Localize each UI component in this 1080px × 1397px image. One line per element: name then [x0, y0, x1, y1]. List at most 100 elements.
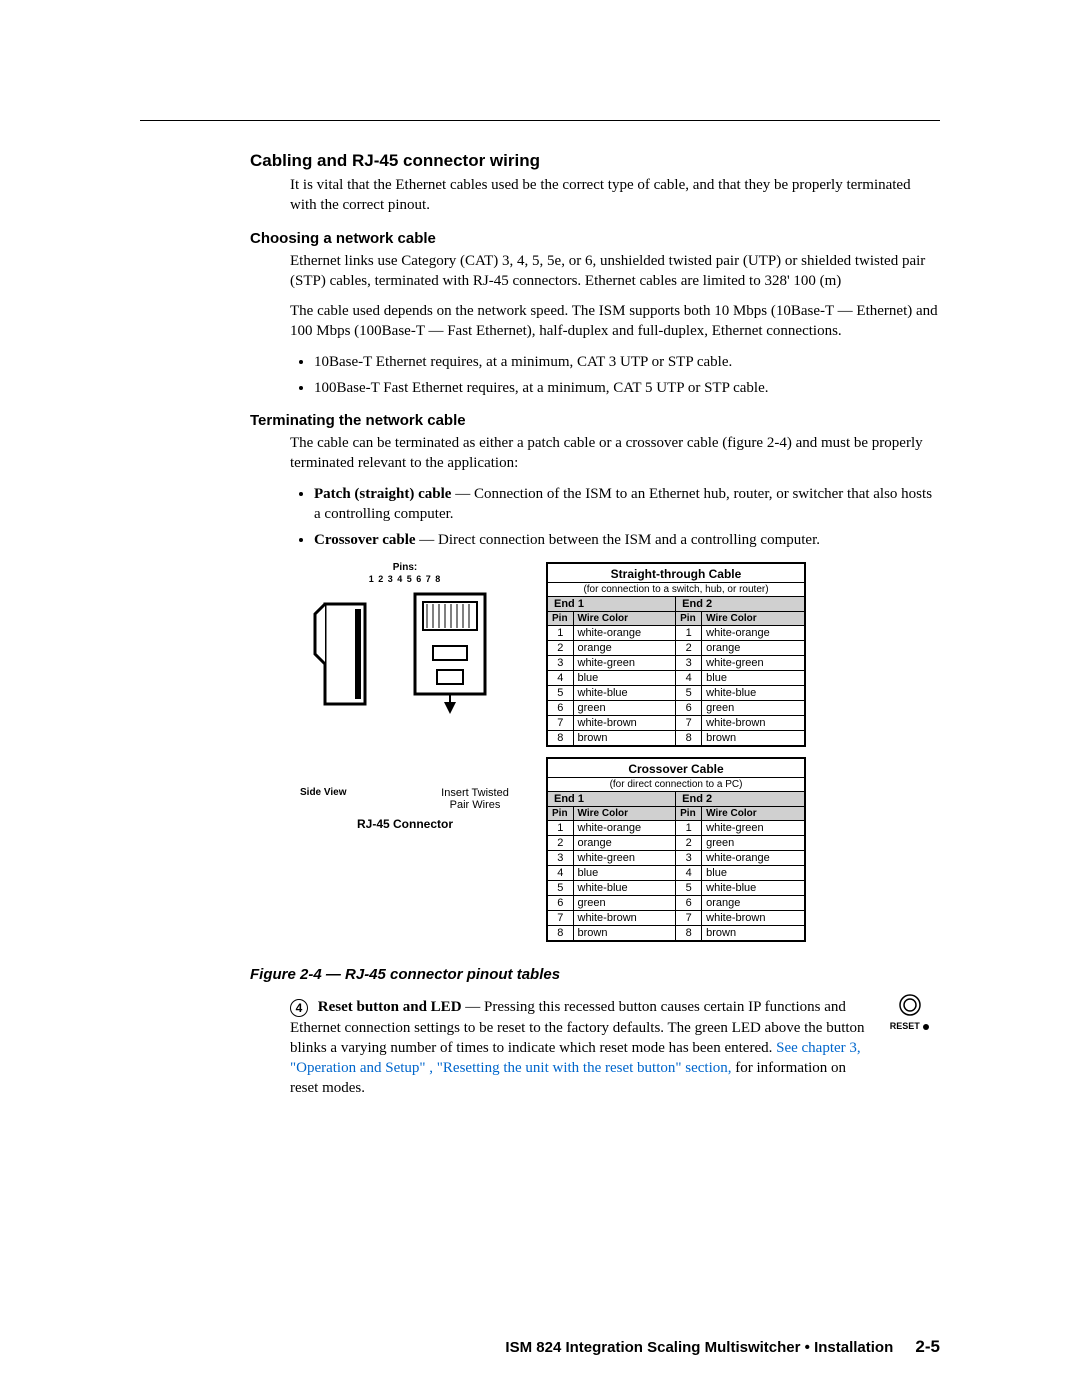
pin-cell: 1	[676, 821, 702, 836]
top-rule	[140, 120, 940, 121]
wire-color-cell: white-orange	[573, 821, 676, 836]
connector-diagram: Pins: 1 2 3 4 5 6 7 8 Side View Ins	[290, 562, 520, 831]
pin-cell: 7	[676, 716, 702, 731]
wire-color-cell: white-blue	[702, 881, 805, 896]
wire-color-cell: brown	[702, 731, 805, 747]
wire-color-cell: green	[702, 701, 805, 716]
pin-cell: 3	[547, 656, 573, 671]
pin-cell: 3	[676, 656, 702, 671]
ct-h-pin2: Pin	[676, 807, 702, 821]
choosing-bullet-2: 100Base-T Fast Ethernet requires, at a m…	[314, 378, 940, 398]
patch-lead: Patch (straight) cable	[314, 486, 451, 502]
pin-cell: 5	[547, 686, 573, 701]
pin-cell: 4	[547, 866, 573, 881]
figure-area: Pins: 1 2 3 4 5 6 7 8 Side View Ins	[290, 562, 940, 952]
wire-color-cell: white-blue	[702, 686, 805, 701]
table-row: 7white-brown7white-brown	[547, 716, 805, 731]
pin-cell: 1	[547, 821, 573, 836]
reset-button-icon	[898, 993, 922, 1017]
pin-cell: 1	[547, 626, 573, 641]
wire-color-cell: white-brown	[702, 911, 805, 926]
reset-icon-label: RESET	[890, 1021, 920, 1031]
wire-color-cell: white-orange	[702, 851, 805, 866]
wire-color-cell: white-green	[573, 656, 676, 671]
table-row: 4blue4blue	[547, 671, 805, 686]
table-row: 8brown8brown	[547, 926, 805, 942]
pin-cell: 5	[676, 881, 702, 896]
wire-color-cell: blue	[573, 671, 676, 686]
pin-cell: 5	[676, 686, 702, 701]
table-row: 6green6green	[547, 701, 805, 716]
table-row: 8brown8brown	[547, 731, 805, 747]
ct-end1: End 1	[547, 792, 676, 807]
wire-color-cell: blue	[702, 866, 805, 881]
cross-rest: — Direct connection between the ISM and …	[416, 532, 820, 548]
reset-icon-column: RESET	[880, 993, 940, 1108]
table-row: 2orange2orange	[547, 641, 805, 656]
pin-cell: 4	[547, 671, 573, 686]
wire-color-cell: white-green	[573, 851, 676, 866]
wire-color-cell: orange	[702, 641, 805, 656]
wire-color-cell: white-blue	[573, 686, 676, 701]
reset-block: 4 Reset button and LED — Pressing this r…	[290, 993, 940, 1108]
st-h-wire2: Wire Color	[702, 612, 805, 626]
term-bullet-patch: Patch (straight) cable — Connection of t…	[314, 484, 940, 525]
pin-cell: 6	[676, 701, 702, 716]
pin-cell: 2	[676, 836, 702, 851]
section-heading: Cabling and RJ-45 connector wiring	[250, 151, 940, 171]
pins-numbers: 1 2 3 4 5 6 7 8	[290, 574, 520, 584]
st-end2: End 2	[676, 597, 805, 612]
pin-cell: 8	[676, 731, 702, 747]
pin-cell: 2	[547, 836, 573, 851]
wire-color-cell: white-green	[702, 821, 805, 836]
wire-color-cell: brown	[573, 926, 676, 942]
wire-color-cell: green	[702, 836, 805, 851]
pin-cell: 6	[547, 701, 573, 716]
wire-color-cell: white-blue	[573, 881, 676, 896]
ct-end2: End 2	[676, 792, 805, 807]
wire-color-cell: white-brown	[573, 716, 676, 731]
term-bullet-crossover: Crossover cable — Direct connection betw…	[314, 530, 940, 550]
wire-color-cell: white-green	[702, 656, 805, 671]
connector-caption: RJ-45 Connector	[290, 817, 520, 831]
wire-color-cell: white-orange	[702, 626, 805, 641]
ct-subtitle: (for direct connection to a PC)	[547, 778, 805, 792]
wire-color-cell: orange	[573, 836, 676, 851]
page-footer: ISM 824 Integration Scaling Multiswitche…	[505, 1337, 940, 1357]
pin-cell: 4	[676, 671, 702, 686]
st-h-pin1: Pin	[547, 612, 573, 626]
footer-text: ISM 824 Integration Scaling Multiswitche…	[505, 1339, 893, 1356]
table-row: 6green6orange	[547, 896, 805, 911]
pin-cell: 8	[547, 926, 573, 942]
pin-cell: 7	[547, 716, 573, 731]
step-number-4: 4	[290, 999, 308, 1017]
side-view-label: Side View	[300, 787, 347, 811]
pins-label: Pins:	[290, 562, 520, 573]
pin-cell: 3	[547, 851, 573, 866]
ct-h-wire1: Wire Color	[573, 807, 676, 821]
pin-cell: 7	[676, 911, 702, 926]
st-subtitle: (for connection to a switch, hub, or rou…	[547, 583, 805, 597]
reset-lead: Reset button and LED	[318, 999, 462, 1015]
choosing-bullet-1: 10Base-T Ethernet requires, at a minimum…	[314, 352, 940, 372]
pin-cell: 6	[547, 896, 573, 911]
table-row: 4blue4blue	[547, 866, 805, 881]
choosing-p2: The cable used depends on the network sp…	[290, 301, 940, 342]
choosing-p1: Ethernet links use Category (CAT) 3, 4, …	[290, 251, 940, 292]
cross-lead: Crossover cable	[314, 532, 416, 548]
wire-color-cell: white-brown	[702, 716, 805, 731]
straight-through-table: Straight-through Cable (for connection t…	[546, 562, 806, 747]
pin-cell: 5	[547, 881, 573, 896]
table-row: 1white-orange1white-orange	[547, 626, 805, 641]
wire-color-cell: green	[573, 896, 676, 911]
table-row: 1white-orange1white-green	[547, 821, 805, 836]
table-row: 3white-green3white-orange	[547, 851, 805, 866]
term-p1: The cable can be terminated as either a …	[290, 433, 940, 474]
table-row: 3white-green3white-green	[547, 656, 805, 671]
wire-color-cell: white-orange	[573, 626, 676, 641]
table-row: 7white-brown7white-brown	[547, 911, 805, 926]
reset-dot-icon	[922, 1023, 930, 1031]
pin-cell: 2	[547, 641, 573, 656]
table-row: 5white-blue5white-blue	[547, 881, 805, 896]
st-h-wire1: Wire Color	[573, 612, 676, 626]
